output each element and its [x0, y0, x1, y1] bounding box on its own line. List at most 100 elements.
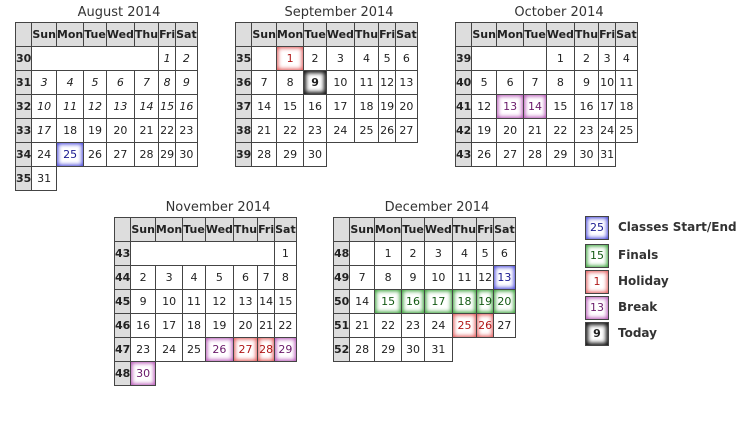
- day-cell[interactable]: 24: [31, 142, 57, 167]
- day-cell[interactable]: 13: [105, 94, 135, 119]
- day-cell[interactable]: 6: [395, 46, 418, 71]
- day-cell[interactable]: 22: [158, 118, 177, 143]
- day-cell[interactable]: 3: [325, 46, 355, 71]
- day-cell[interactable]: 4: [615, 46, 638, 71]
- day-cell[interactable]: 7: [523, 70, 547, 95]
- day-cell[interactable]: 27: [395, 118, 418, 143]
- day-cell[interactable]: 23: [130, 337, 156, 362]
- day-cell[interactable]: 8: [158, 70, 177, 95]
- day-cell[interactable]: 3: [598, 46, 617, 71]
- day-cell[interactable]: 24: [598, 118, 617, 143]
- day-cell[interactable]: 7: [251, 70, 277, 95]
- day-cell[interactable]: 1: [373, 241, 403, 266]
- day-cell[interactable]: 10: [325, 70, 355, 95]
- day-cell[interactable]: 25: [451, 313, 478, 338]
- day-cell[interactable]: 31: [598, 142, 617, 167]
- day-cell[interactable]: 28: [257, 337, 276, 362]
- day-cell[interactable]: 29: [373, 337, 403, 362]
- day-cell[interactable]: 30: [130, 361, 156, 386]
- day-cell[interactable]: 18: [55, 118, 85, 143]
- day-cell[interactable]: 4: [451, 241, 478, 266]
- day-cell[interactable]: 6: [232, 265, 259, 290]
- day-cell[interactable]: 10: [423, 265, 453, 290]
- day-cell[interactable]: 2: [175, 46, 198, 71]
- day-cell[interactable]: 5: [471, 70, 497, 95]
- day-cell[interactable]: 27: [105, 142, 135, 167]
- day-cell[interactable]: 29: [274, 337, 297, 362]
- day-cell[interactable]: 5: [476, 241, 495, 266]
- day-cell[interactable]: 14: [133, 94, 160, 119]
- day-cell[interactable]: 20: [395, 94, 418, 119]
- day-cell[interactable]: 17: [423, 289, 453, 314]
- day-cell[interactable]: 30: [401, 337, 425, 362]
- day-cell[interactable]: 9: [175, 70, 198, 95]
- day-cell[interactable]: 10: [598, 70, 617, 95]
- day-cell[interactable]: 15: [275, 94, 305, 119]
- day-cell[interactable]: 2: [130, 265, 156, 290]
- day-cell[interactable]: 26: [471, 142, 497, 167]
- day-cell[interactable]: 31: [423, 337, 453, 362]
- day-cell[interactable]: 15: [274, 289, 297, 314]
- day-cell[interactable]: 14: [523, 94, 547, 119]
- day-cell[interactable]: 20: [105, 118, 135, 143]
- day-cell[interactable]: 1: [158, 46, 177, 71]
- day-cell[interactable]: 7: [133, 70, 160, 95]
- day-cell[interactable]: 28: [133, 142, 160, 167]
- day-cell[interactable]: 27: [495, 142, 525, 167]
- day-cell[interactable]: 1: [545, 46, 575, 71]
- day-cell[interactable]: 24: [154, 337, 184, 362]
- day-cell[interactable]: 26: [83, 142, 107, 167]
- day-cell[interactable]: 9: [303, 70, 327, 95]
- day-cell[interactable]: 18: [353, 94, 380, 119]
- day-cell[interactable]: 30: [175, 142, 198, 167]
- day-cell[interactable]: 29: [275, 142, 305, 167]
- day-cell[interactable]: 13: [232, 289, 259, 314]
- day-cell[interactable]: 24: [325, 118, 355, 143]
- day-cell[interactable]: 25: [55, 142, 85, 167]
- day-cell[interactable]: 14: [251, 94, 277, 119]
- day-cell[interactable]: 12: [204, 289, 234, 314]
- day-cell[interactable]: 7: [349, 265, 375, 290]
- day-cell[interactable]: 25: [353, 118, 380, 143]
- day-cell[interactable]: 15: [373, 289, 403, 314]
- day-cell[interactable]: 21: [133, 118, 160, 143]
- day-cell[interactable]: 11: [451, 265, 478, 290]
- day-cell[interactable]: 17: [154, 313, 184, 338]
- day-cell[interactable]: 13: [395, 70, 418, 95]
- day-cell[interactable]: 20: [232, 313, 259, 338]
- day-cell[interactable]: 6: [105, 70, 135, 95]
- day-cell[interactable]: 23: [401, 313, 425, 338]
- day-cell[interactable]: 21: [257, 313, 276, 338]
- day-cell[interactable]: 12: [471, 94, 497, 119]
- day-cell[interactable]: 12: [83, 94, 107, 119]
- day-cell[interactable]: 8: [373, 265, 403, 290]
- day-cell[interactable]: 7: [257, 265, 276, 290]
- day-cell[interactable]: 16: [130, 313, 156, 338]
- day-cell[interactable]: 26: [476, 313, 495, 338]
- day-cell[interactable]: 20: [495, 118, 525, 143]
- day-cell[interactable]: 23: [303, 118, 327, 143]
- day-cell[interactable]: 3: [154, 265, 184, 290]
- day-cell[interactable]: 19: [476, 289, 495, 314]
- day-cell[interactable]: 19: [471, 118, 497, 143]
- day-cell[interactable]: 16: [401, 289, 425, 314]
- day-cell[interactable]: 21: [523, 118, 547, 143]
- day-cell[interactable]: 13: [493, 265, 516, 290]
- day-cell[interactable]: 22: [545, 118, 575, 143]
- day-cell[interactable]: 26: [378, 118, 397, 143]
- day-cell[interactable]: 12: [476, 265, 495, 290]
- day-cell[interactable]: 15: [158, 94, 177, 119]
- day-cell[interactable]: 4: [55, 70, 85, 95]
- day-cell[interactable]: 17: [598, 94, 617, 119]
- day-cell[interactable]: 1: [274, 241, 297, 266]
- day-cell[interactable]: 5: [378, 46, 397, 71]
- day-cell[interactable]: 16: [175, 94, 198, 119]
- day-cell[interactable]: 2: [401, 241, 425, 266]
- day-cell[interactable]: 20: [493, 289, 516, 314]
- day-cell[interactable]: 10: [154, 289, 184, 314]
- day-cell[interactable]: 2: [303, 46, 327, 71]
- day-cell[interactable]: 21: [349, 313, 375, 338]
- day-cell[interactable]: 30: [573, 142, 600, 167]
- day-cell[interactable]: 8: [274, 265, 297, 290]
- day-cell[interactable]: 4: [182, 265, 206, 290]
